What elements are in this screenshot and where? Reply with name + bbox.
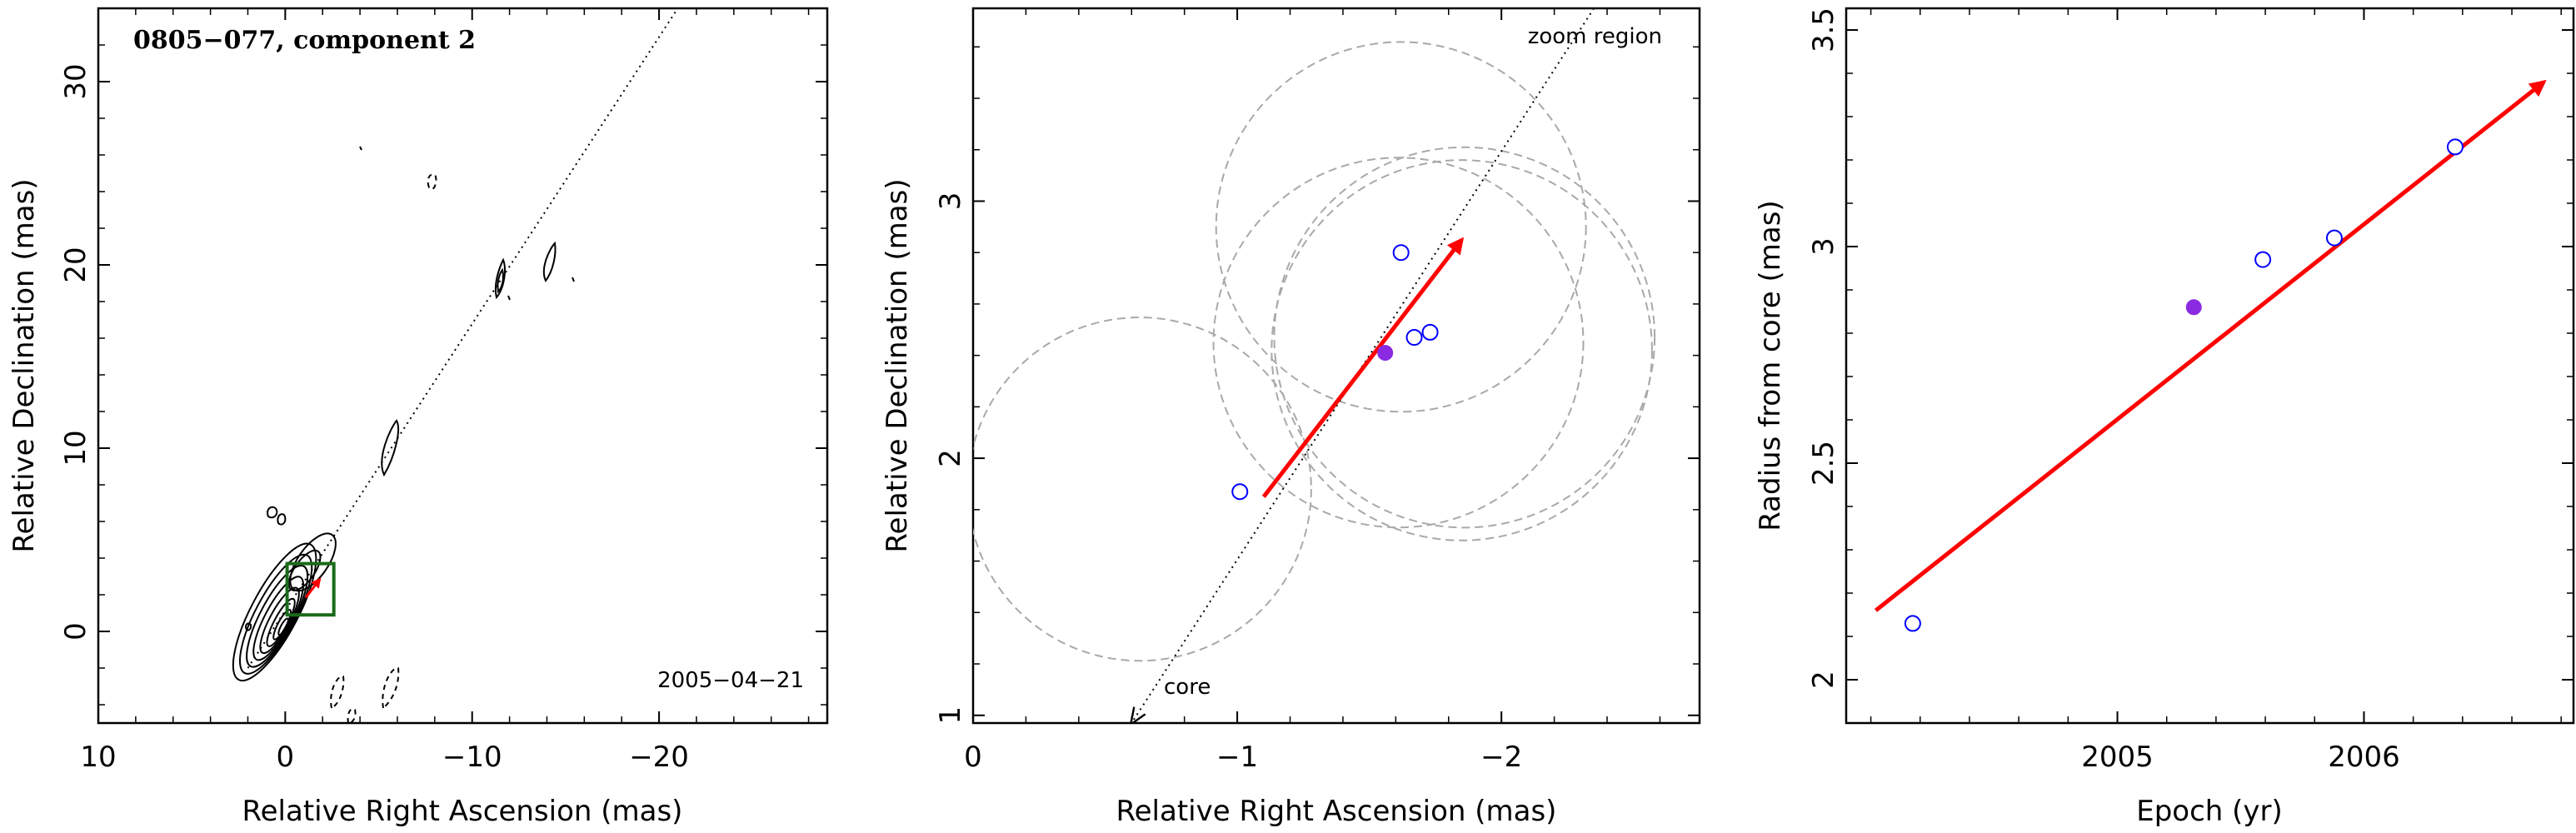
data-point-open bbox=[2325, 229, 2343, 247]
contour-core bbox=[277, 617, 289, 636]
data-point-open bbox=[1421, 323, 1439, 341]
y-tick-label: 30 bbox=[59, 63, 92, 99]
panel-2: 0 −1 −2 1 2 3 zoom region core Relative Right… bbox=[881, 7, 1701, 828]
y-tick-label: 10 bbox=[59, 430, 92, 466]
contour-core bbox=[246, 565, 309, 668]
y-tick-label: 1 bbox=[934, 706, 967, 725]
contour-core-extension bbox=[289, 532, 337, 592]
y-tick-label: 3 bbox=[934, 192, 967, 211]
data-point-open bbox=[2254, 251, 2272, 268]
x-tick-label: 0 bbox=[277, 741, 295, 774]
contour-core bbox=[259, 586, 300, 655]
contour-blob-i bbox=[359, 146, 362, 151]
contour-map bbox=[232, 146, 575, 723]
x-tick-label: 0 bbox=[964, 741, 982, 774]
contour-core bbox=[238, 553, 313, 675]
contour-blob-e bbox=[277, 513, 287, 526]
plot-frame-1 bbox=[97, 7, 829, 725]
x-tick-label: 10 bbox=[80, 741, 116, 774]
contour-knot-c bbox=[542, 241, 557, 282]
data-point-open bbox=[1904, 615, 1921, 632]
contour-core bbox=[232, 542, 317, 682]
panel-1-xlabel: Relative Right Ascension (mas) bbox=[242, 795, 683, 828]
y-tick-label: 0 bbox=[59, 622, 92, 641]
plot-frame-2 bbox=[971, 7, 1701, 725]
x-tick-label: −10 bbox=[442, 741, 502, 774]
fit-vector bbox=[1874, 79, 2547, 612]
data-point-filled bbox=[2185, 299, 2202, 316]
contour-blob-d bbox=[267, 506, 278, 519]
y-tick-label: 3.5 bbox=[1807, 7, 1840, 52]
y-tick-label: 2 bbox=[1807, 671, 1840, 689]
data-point-open bbox=[1392, 244, 1410, 262]
contour-blob-g bbox=[507, 295, 511, 301]
y-tick-label: 3 bbox=[1807, 237, 1840, 256]
y-tick-label: 2 bbox=[934, 449, 967, 467]
x-tick-label: −1 bbox=[1216, 741, 1258, 774]
epoch-label: 2005−04−21 bbox=[657, 668, 804, 693]
panel-3: 2005 2006 2 2.5 3 3.5 Epoch (yr) Radius from … bbox=[1754, 7, 2575, 828]
data-point-filled bbox=[1377, 345, 1394, 362]
contour-core bbox=[252, 576, 304, 661]
panel-3-ylabel: Radius from core (mas) bbox=[1754, 200, 1787, 531]
x-tick-label: −2 bbox=[1480, 741, 1522, 774]
beam-circle bbox=[1215, 41, 1587, 413]
beam-circle bbox=[973, 317, 1312, 662]
panel-2-xlabel: Relative Right Ascension (mas) bbox=[1116, 795, 1557, 828]
beam-circle bbox=[1271, 159, 1653, 541]
beam-circle bbox=[1212, 157, 1585, 529]
x-tick-label: 2006 bbox=[2328, 741, 2400, 774]
panel-2-ylabel: Relative Declination (mas) bbox=[881, 178, 914, 552]
motion-vector bbox=[1261, 237, 1465, 498]
y-tick-label: 20 bbox=[59, 247, 92, 282]
data-point-open bbox=[1405, 329, 1423, 347]
contour-knot-a bbox=[381, 419, 400, 477]
contour-knot-b-inner bbox=[497, 267, 504, 294]
motion-vector bbox=[304, 577, 322, 599]
panel-1-ylabel: Relative Declination (mas) bbox=[7, 178, 41, 552]
data-point-open bbox=[1231, 483, 1249, 501]
core-label: core bbox=[1164, 675, 1211, 700]
panel-3-xlabel: Epoch (yr) bbox=[2136, 795, 2283, 828]
plot-frame-3 bbox=[1845, 7, 2575, 725]
contour-blob-h bbox=[572, 277, 575, 282]
beam-circle bbox=[1273, 146, 1656, 529]
y-tick-label: 2.5 bbox=[1807, 441, 1840, 486]
zoom-region-box bbox=[285, 561, 336, 617]
jet-direction-line bbox=[247, 8, 679, 669]
panel-1-title: 0805−077, component 2 bbox=[133, 26, 476, 55]
x-tick-label: −20 bbox=[629, 741, 689, 774]
contour-neg-d bbox=[347, 707, 357, 723]
zoom-region-label: zoom region bbox=[1528, 24, 1662, 49]
contour-blob-f bbox=[245, 622, 252, 631]
panel-1: 10 0 −10 −20 0 10 20 30 0805−077, component 2 2… bbox=[7, 7, 829, 828]
data-point-open bbox=[2446, 138, 2464, 156]
contour-neg-a bbox=[427, 173, 437, 191]
contour-neg-c bbox=[382, 667, 400, 710]
contour-neg-b bbox=[330, 675, 345, 710]
x-tick-label: 2005 bbox=[2081, 741, 2154, 774]
